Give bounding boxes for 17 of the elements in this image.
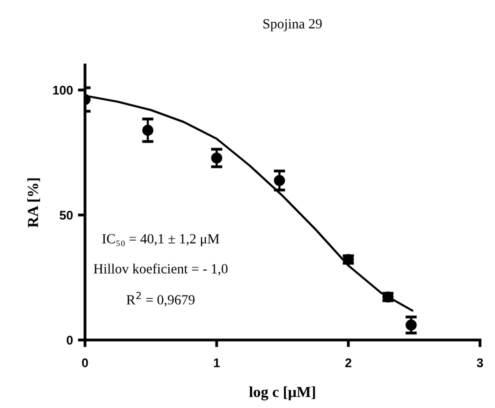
x-tick-label: 3 — [476, 358, 484, 368]
y-tick-label: 0 — [66, 336, 73, 345]
point — [211, 152, 222, 164]
annotation: R$^{2}$ = 0,9679 — [126, 292, 195, 306]
x-tick-label: 1 — [214, 358, 220, 368]
y-tick-label: 50 — [60, 210, 73, 220]
chart-title: Spojina 29 — [263, 19, 322, 32]
annotation: Hillov koeficient = - 1,0 — [94, 264, 228, 276]
point — [274, 174, 286, 186]
point — [142, 124, 154, 136]
x-tick-label: 2 — [345, 358, 352, 368]
y-axis-title: RA [%] — [27, 178, 40, 228]
annotation: IC₅₀ = 40,1 ± 1,2 μM — [102, 234, 220, 246]
x-tick-label: 0 — [82, 358, 88, 368]
x-axis-title: log c [μM] — [249, 386, 315, 400]
point — [406, 319, 417, 331]
y-tick-label: 100 — [53, 86, 73, 95]
